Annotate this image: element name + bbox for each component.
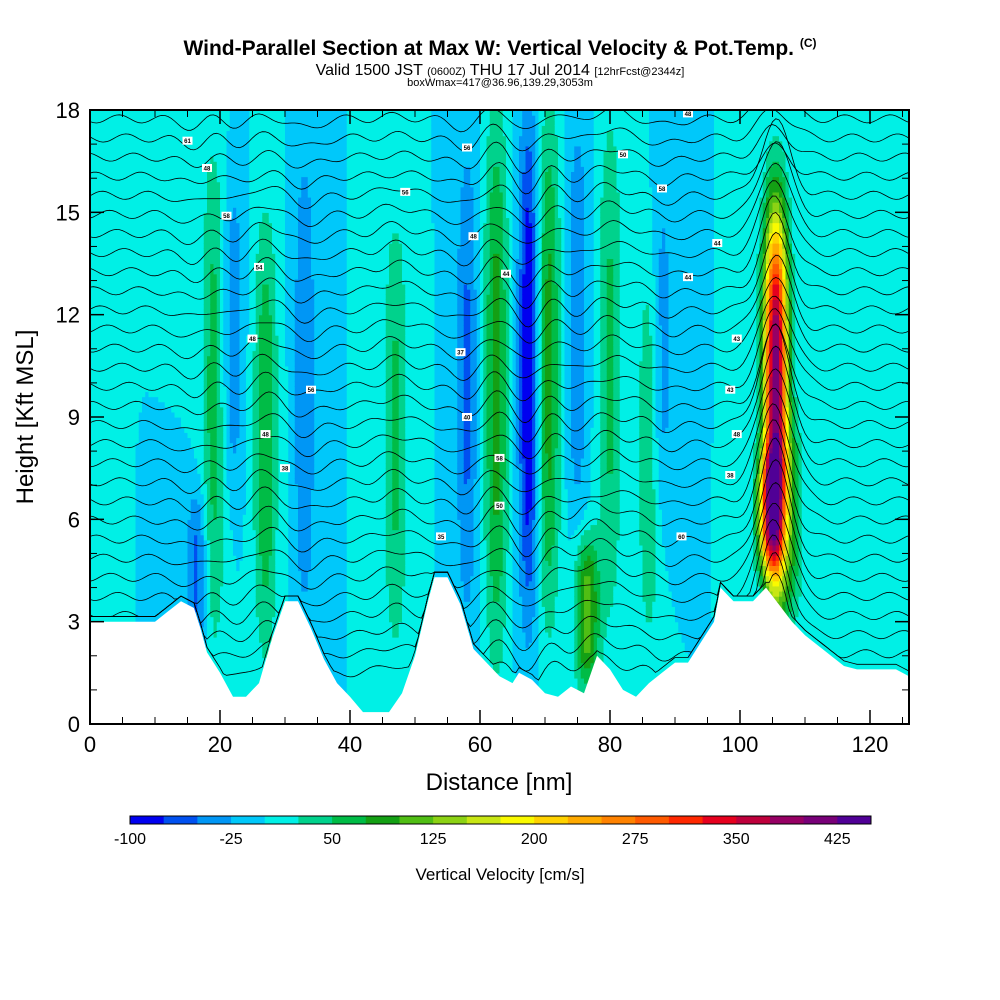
theta-label: 56 [400,188,410,197]
y-tick-label: 12 [56,303,80,328]
colorbar-swatch [164,816,198,824]
y-tick-label: 15 [56,200,80,225]
theta-label: 50 [495,502,505,511]
colorbar-label: -100 [114,831,146,848]
theta-label: 35 [436,532,446,541]
theta-label: 44 [501,270,511,279]
theta-label: 60 [677,532,687,541]
colorbar-label: 200 [521,831,548,848]
y-axis-label: Height [Kft MSL] [12,330,39,505]
theta-label: 48 [469,232,479,241]
colorbar-swatch [804,816,838,824]
theta-label: 38 [725,471,735,480]
y-tick-label: 6 [68,507,80,532]
y-tick-label: 9 [68,405,80,430]
colorbar-swatch [467,816,501,824]
colorbar-swatch [635,816,669,824]
colorbar-label: -25 [219,831,242,848]
colorbar-swatch [366,816,400,824]
x-tick-label: 60 [468,732,492,757]
theta-label: 48 [248,335,258,344]
theta-label: 43 [732,335,742,344]
colorbar-title: Vertical Velocity [cm/s] [415,865,584,884]
theta-label: 56 [462,144,472,153]
colorbar-swatch [298,816,332,824]
theta-label: 44 [712,239,722,248]
colorbar-swatch [265,816,299,824]
theta-label: 43 [725,386,735,395]
theta-label: 56 [306,386,316,395]
colorbar-label: 275 [622,831,649,848]
colorbar-swatch [399,816,433,824]
theta-label: 48 [261,430,271,439]
colorbar-label: 50 [323,831,341,848]
colorbar-swatch [332,816,366,824]
theta-label: 48 [732,430,742,439]
x-tick-label: 120 [852,732,889,757]
x-tick-label: 80 [598,732,622,757]
colorbar-swatch [501,816,535,824]
theta-label: 40 [462,413,472,422]
colorbar-swatch [433,816,467,824]
theta-label: 44 [683,273,693,282]
theta-label: 37 [456,348,466,357]
colorbar-swatch [602,816,636,824]
colorbar-swatch [736,816,770,824]
colorbar-swatch [197,816,231,824]
colorbar-label: 125 [420,831,447,848]
colorbar-swatch [568,816,602,824]
theta-label: 58 [222,212,232,221]
theta-label: 58 [495,454,505,463]
y-tick-label: 18 [56,98,80,123]
theta-label: 48 [202,164,212,173]
theta-label: 54 [254,263,264,272]
theta-label: 50 [618,150,628,159]
colorbar-swatch [770,816,804,824]
x-tick-label: 100 [722,732,759,757]
colorbar-swatch [669,816,703,824]
theta-label: 58 [657,184,667,193]
x-tick-label: 0 [84,732,96,757]
theta-label: 38 [280,464,290,473]
colorbar-label: 350 [723,831,750,848]
y-tick-label: 3 [68,610,80,635]
colorbar-swatch [130,816,164,824]
x-tick-label: 40 [338,732,362,757]
x-axis-label: Distance [nm] [426,769,573,796]
cross-section-chart: 61 48 58 54 48 56 48 38 56 56 48 44 37 40 58 50 35 48 50 58… [0,0,1000,1000]
x-tick-label: 20 [208,732,232,757]
colorbar-swatch [837,816,871,824]
y-tick-label: 0 [68,712,80,737]
colorbar-label: 425 [824,831,851,848]
colorbar: -100 -25 50 125 200 275 350 425 [114,816,872,848]
colorbar-swatch [703,816,737,824]
colorbar-swatch [231,816,265,824]
theta-label: 61 [183,137,193,146]
colorbar-swatch [534,816,568,824]
